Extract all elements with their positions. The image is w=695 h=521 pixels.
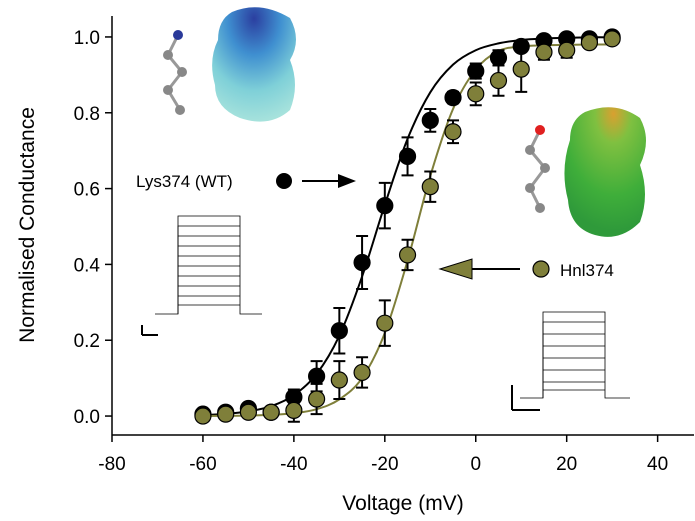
data-point [263,404,279,420]
data-point [309,368,325,384]
chart: Lys374 (WT) Hnl374 Voltage (mV) Normalis… [0,0,695,521]
x-tick-label: -60 [189,454,216,475]
data-point [581,35,597,51]
annotation-hnl: Hnl374 [560,261,614,280]
data-point [422,112,438,128]
data-point [331,372,347,388]
y-tick-label: 0.6 [74,180,100,201]
data-point [490,50,506,66]
data-point [400,148,416,164]
data-point [513,61,529,77]
data-point [422,179,438,195]
annotation-marker [533,261,549,277]
x-tick-label: 20 [556,454,577,475]
annotation-wt: Lys374 (WT) [136,172,233,191]
data-point [286,402,302,418]
y-tick-label: 0.2 [74,331,100,352]
y-tick-label: 0.0 [74,407,100,428]
data-point [445,90,461,106]
data-point [195,408,211,424]
data-point [218,406,234,422]
y-axis-title: Normalised Conductance [16,107,39,343]
data-point [445,124,461,140]
data-point [559,42,575,58]
x-axis-title: Voltage (mV) [342,492,463,515]
data-point [377,315,393,331]
data-point [354,364,370,380]
data-point [331,323,347,339]
data-point [468,86,484,102]
y-tick-label: 0.8 [74,104,100,125]
y-tick-label: 1.0 [74,28,100,49]
data-point [377,198,393,214]
molecule-wt [163,7,296,121]
traces-wt [142,216,262,335]
data-point [536,44,552,60]
x-tick-label: -40 [280,454,307,475]
data-point [240,404,256,420]
arrow-hnl [440,259,520,279]
data-point [309,391,325,407]
x-tick-label: -20 [371,454,398,475]
data-point [400,247,416,263]
data-point [468,63,484,79]
annotation-marker [276,173,292,189]
arrow-wt [302,174,356,188]
traces-hnl [512,312,630,410]
x-tick-label: 0 [470,454,481,475]
data-point [354,255,370,271]
molecule-hnl [525,107,646,237]
data-point [604,31,620,47]
x-tick-label: 40 [647,454,668,475]
y-tick-label: 0.4 [74,255,101,276]
data-point [490,73,506,89]
x-tick-label: -80 [98,454,125,475]
